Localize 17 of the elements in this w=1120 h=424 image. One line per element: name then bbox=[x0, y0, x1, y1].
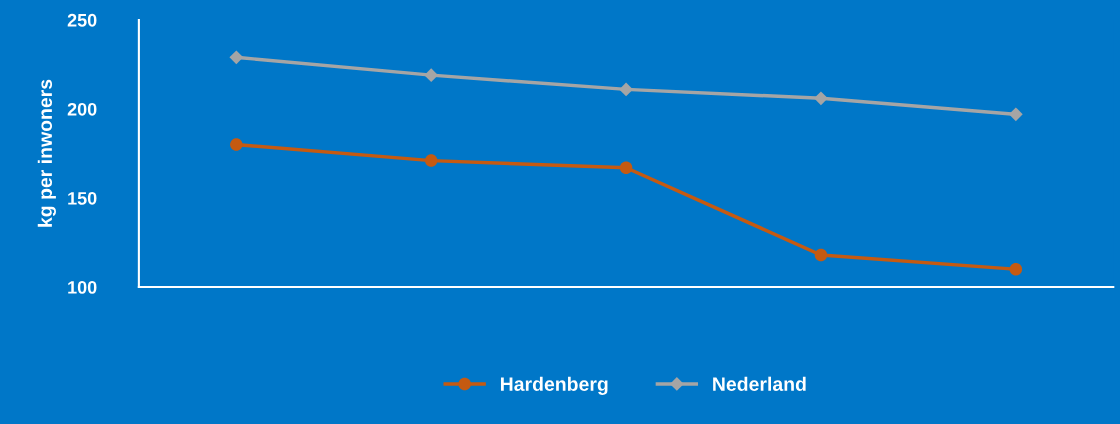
legend-label: Nederland bbox=[713, 376, 806, 391]
point bbox=[424, 154, 438, 167]
point bbox=[229, 50, 244, 65]
point bbox=[424, 68, 439, 83]
y-tick-label: 200 bbox=[67, 102, 97, 116]
y-tick-label: 250 bbox=[67, 13, 97, 27]
point bbox=[230, 138, 243, 151]
point bbox=[1009, 262, 1023, 276]
y-tick-label: 100 bbox=[68, 280, 97, 294]
point bbox=[1008, 107, 1023, 122]
point bbox=[814, 248, 828, 262]
legend-label: Hardenberg bbox=[500, 376, 608, 395]
y-axis-title: kg per inwoners bbox=[37, 79, 56, 227]
point bbox=[814, 91, 828, 106]
point bbox=[619, 161, 633, 174]
y-tick-label: 150 bbox=[68, 191, 97, 205]
point bbox=[619, 82, 633, 97]
